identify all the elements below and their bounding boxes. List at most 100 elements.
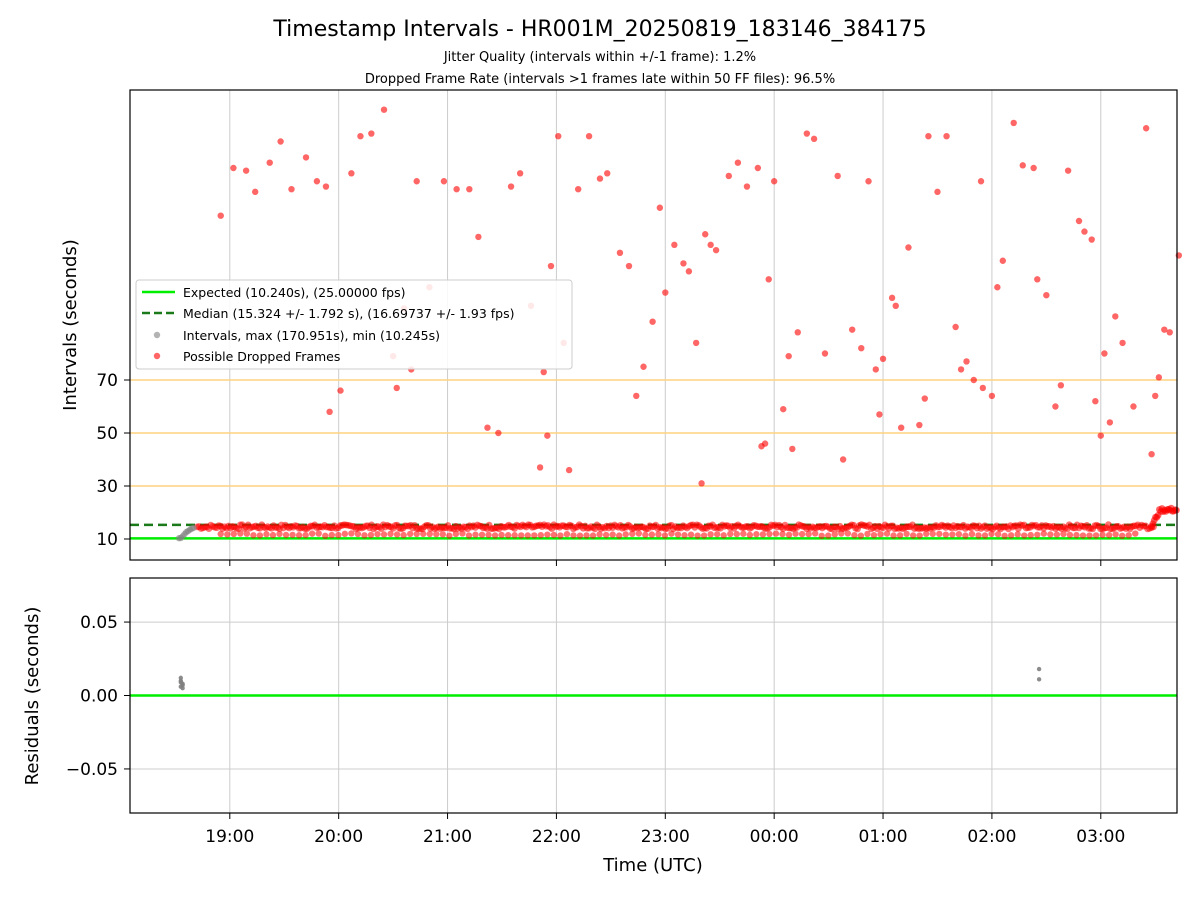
chart-title: Timestamp Intervals - HR001M_20250819_18… — [272, 17, 926, 42]
intervals-ytick-label: 70 — [96, 371, 118, 391]
dropped-frame-point — [609, 531, 616, 538]
legend-expected-label: Expected (10.240s), (25.00000 fps) — [183, 285, 405, 300]
dropped-frame-point — [876, 411, 883, 418]
dropped-frame-point — [642, 531, 649, 539]
dropped-frame-point — [625, 262, 633, 270]
dropped-frame-point — [536, 464, 544, 471]
dropped-frame-point — [1014, 531, 1021, 538]
dropped-frame-point — [685, 268, 693, 275]
dropped-frame-point — [698, 480, 705, 487]
dropped-frame-point — [779, 530, 786, 538]
dropped-frame-point — [1066, 531, 1074, 539]
dropped-frame-point — [753, 531, 760, 538]
dropped-frame-point — [870, 531, 878, 539]
dropped-frame-point — [798, 530, 806, 538]
dropped-frame-point — [540, 368, 547, 376]
dropped-frame-point — [923, 530, 930, 538]
dropped-frame-point — [896, 532, 904, 539]
dropped-frame-point — [498, 531, 505, 539]
dropped-frame-point — [1119, 532, 1126, 540]
dropped-frame-point — [713, 531, 721, 538]
residual-point — [1036, 677, 1042, 682]
dropped-frame-point — [328, 531, 335, 539]
dropped-frame-point — [242, 167, 250, 174]
dropped-frame-point — [585, 133, 593, 140]
dropped-frame-point — [518, 532, 525, 539]
dropped-frame-point — [563, 530, 571, 538]
dropped-frame-point — [892, 302, 899, 309]
dropped-frame-point — [557, 532, 564, 539]
dropped-frame-point — [263, 531, 270, 538]
legend-median-label: Median (15.324 +/- 1.792 s), (16.69737 +… — [183, 306, 514, 321]
dropped-frame-point — [1097, 432, 1104, 439]
dropped-frame-point — [604, 170, 611, 177]
intervals-frame — [129, 89, 1178, 561]
residuals-xtick-label: 19:00 — [205, 827, 254, 847]
dropped-frame-point — [977, 178, 985, 185]
dropped-frame-point — [648, 531, 656, 538]
dropped-frame-point — [649, 318, 656, 325]
dropped-frame-point — [864, 530, 871, 538]
residuals-xtick-label: 01:00 — [859, 827, 908, 847]
dropped-frame-point — [322, 183, 330, 190]
dropped-frame-point — [655, 531, 662, 538]
dropped-frame-point — [994, 284, 1001, 291]
dropped-frame-point — [475, 233, 482, 241]
dropped-frame-point — [851, 531, 858, 539]
dropped-frame-point — [616, 532, 623, 539]
residuals-xlabel: Time (UTC) — [602, 855, 703, 876]
dropped-frame-point — [576, 532, 584, 539]
dropped-frame-point — [440, 178, 448, 185]
dropped-frame-point — [1155, 374, 1163, 381]
dropped-frame-point — [433, 530, 440, 538]
dropped-frame-point — [322, 532, 329, 540]
residuals-ytick-label: 0.05 — [80, 613, 118, 633]
dropped-frame-point — [963, 358, 970, 365]
residuals-xtick-label: 03:00 — [1076, 827, 1125, 847]
dropped-frame-point — [681, 532, 688, 539]
dropped-frame-point — [1086, 532, 1093, 539]
dropped-frame-point — [803, 130, 811, 137]
dropped-frame-point — [952, 323, 959, 331]
dropped-frame-point — [446, 532, 453, 539]
dropped-frame-point — [962, 532, 969, 539]
dropped-frame-point — [934, 188, 941, 196]
dropped-frame-point — [1105, 531, 1113, 539]
dropped-frame-point — [700, 532, 708, 539]
dropped-frame-point — [374, 530, 381, 538]
dropped-frame-point — [761, 440, 769, 447]
dropped-frame-point — [217, 212, 224, 219]
dropped-frame-point — [970, 376, 977, 384]
dropped-frame-point — [1092, 532, 1100, 539]
legend-box — [135, 279, 573, 370]
dropped-frame-point — [1092, 398, 1099, 405]
dropped-frame-point — [865, 178, 872, 185]
dropped-frame-point — [687, 531, 695, 538]
chart-subtitle-jitter: Jitter Quality (intervals within +/-1 fr… — [443, 50, 756, 65]
dropped-frame-point — [504, 532, 512, 539]
dropped-frame-point — [484, 424, 491, 431]
dropped-frame-point — [288, 186, 295, 193]
dropped-frame-point — [302, 531, 309, 539]
dropped-frame-point — [792, 530, 799, 537]
dropped-frame-point — [712, 246, 720, 254]
dropped-frame-point — [250, 532, 257, 539]
dropped-frame-point — [674, 531, 682, 538]
dropped-frame-point — [1010, 119, 1017, 127]
dropped-frame-point — [555, 133, 562, 140]
dropped-frame-point — [574, 186, 582, 193]
dropped-frame-point — [955, 531, 963, 538]
dropped-frame-point — [957, 366, 965, 373]
intervals-ylabel: Intervals (seconds) — [60, 239, 81, 411]
dropped-frame-point — [602, 531, 610, 539]
dropped-frame-point — [1099, 531, 1106, 539]
dropped-frame-point — [524, 532, 531, 539]
dropped-frame-point — [1166, 329, 1173, 336]
dropped-frame-point — [740, 530, 747, 537]
dropped-frame-point — [834, 172, 841, 180]
dropped-frame-point — [656, 204, 664, 211]
dropped-frame-point — [727, 530, 734, 538]
legend-dropped-swatch — [153, 352, 161, 360]
dropped-frame-point — [570, 532, 577, 539]
residuals-ylabel: Residuals (seconds) — [22, 607, 43, 786]
